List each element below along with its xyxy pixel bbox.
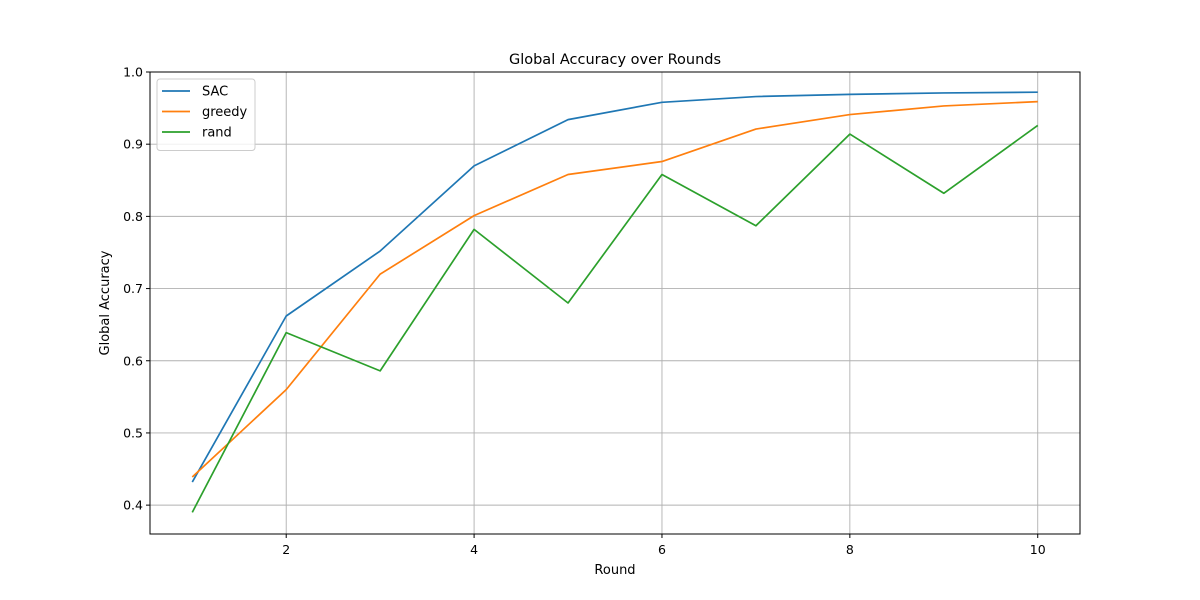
grid — [150, 71, 1080, 534]
x-tick-label: 2 — [282, 542, 290, 557]
chart-title: Global Accuracy over Rounds — [509, 52, 721, 68]
y-tick-label: 0.5 — [123, 425, 143, 440]
legend-label-sac: SAC — [202, 85, 228, 100]
legend: SAC greedy rand — [156, 78, 256, 151]
y-tick-label: 0.8 — [123, 209, 143, 224]
series-line-rand — [191, 124, 1039, 513]
series-lines — [191, 91, 1039, 513]
x-axis-label: Round — [594, 563, 635, 578]
x-tick-label: 10 — [1030, 542, 1046, 557]
y-tick-label: 1.0 — [123, 65, 143, 80]
x-tick-label: 8 — [846, 542, 854, 557]
x-tick-label: 4 — [470, 542, 478, 557]
y-tick-label: 0.6 — [123, 353, 143, 368]
y-tick-label: 0.9 — [123, 137, 143, 152]
x-tick-label: 6 — [658, 542, 666, 557]
plot-frame — [149, 71, 1081, 535]
legend-label-greedy: greedy — [202, 105, 248, 120]
y-axis-label: Global Accuracy — [98, 250, 113, 355]
y-tick-label: 0.7 — [123, 281, 143, 296]
y-tick-label: 0.4 — [123, 498, 143, 513]
legend-label-rand: rand — [202, 126, 232, 141]
series-line-greedy — [191, 100, 1038, 478]
series-line-sac — [191, 91, 1038, 483]
axis-ticks: 2 4 6 8 10 0.4 0.5 0.6 0.7 0.8 0.9 1.0 — [123, 65, 1046, 558]
